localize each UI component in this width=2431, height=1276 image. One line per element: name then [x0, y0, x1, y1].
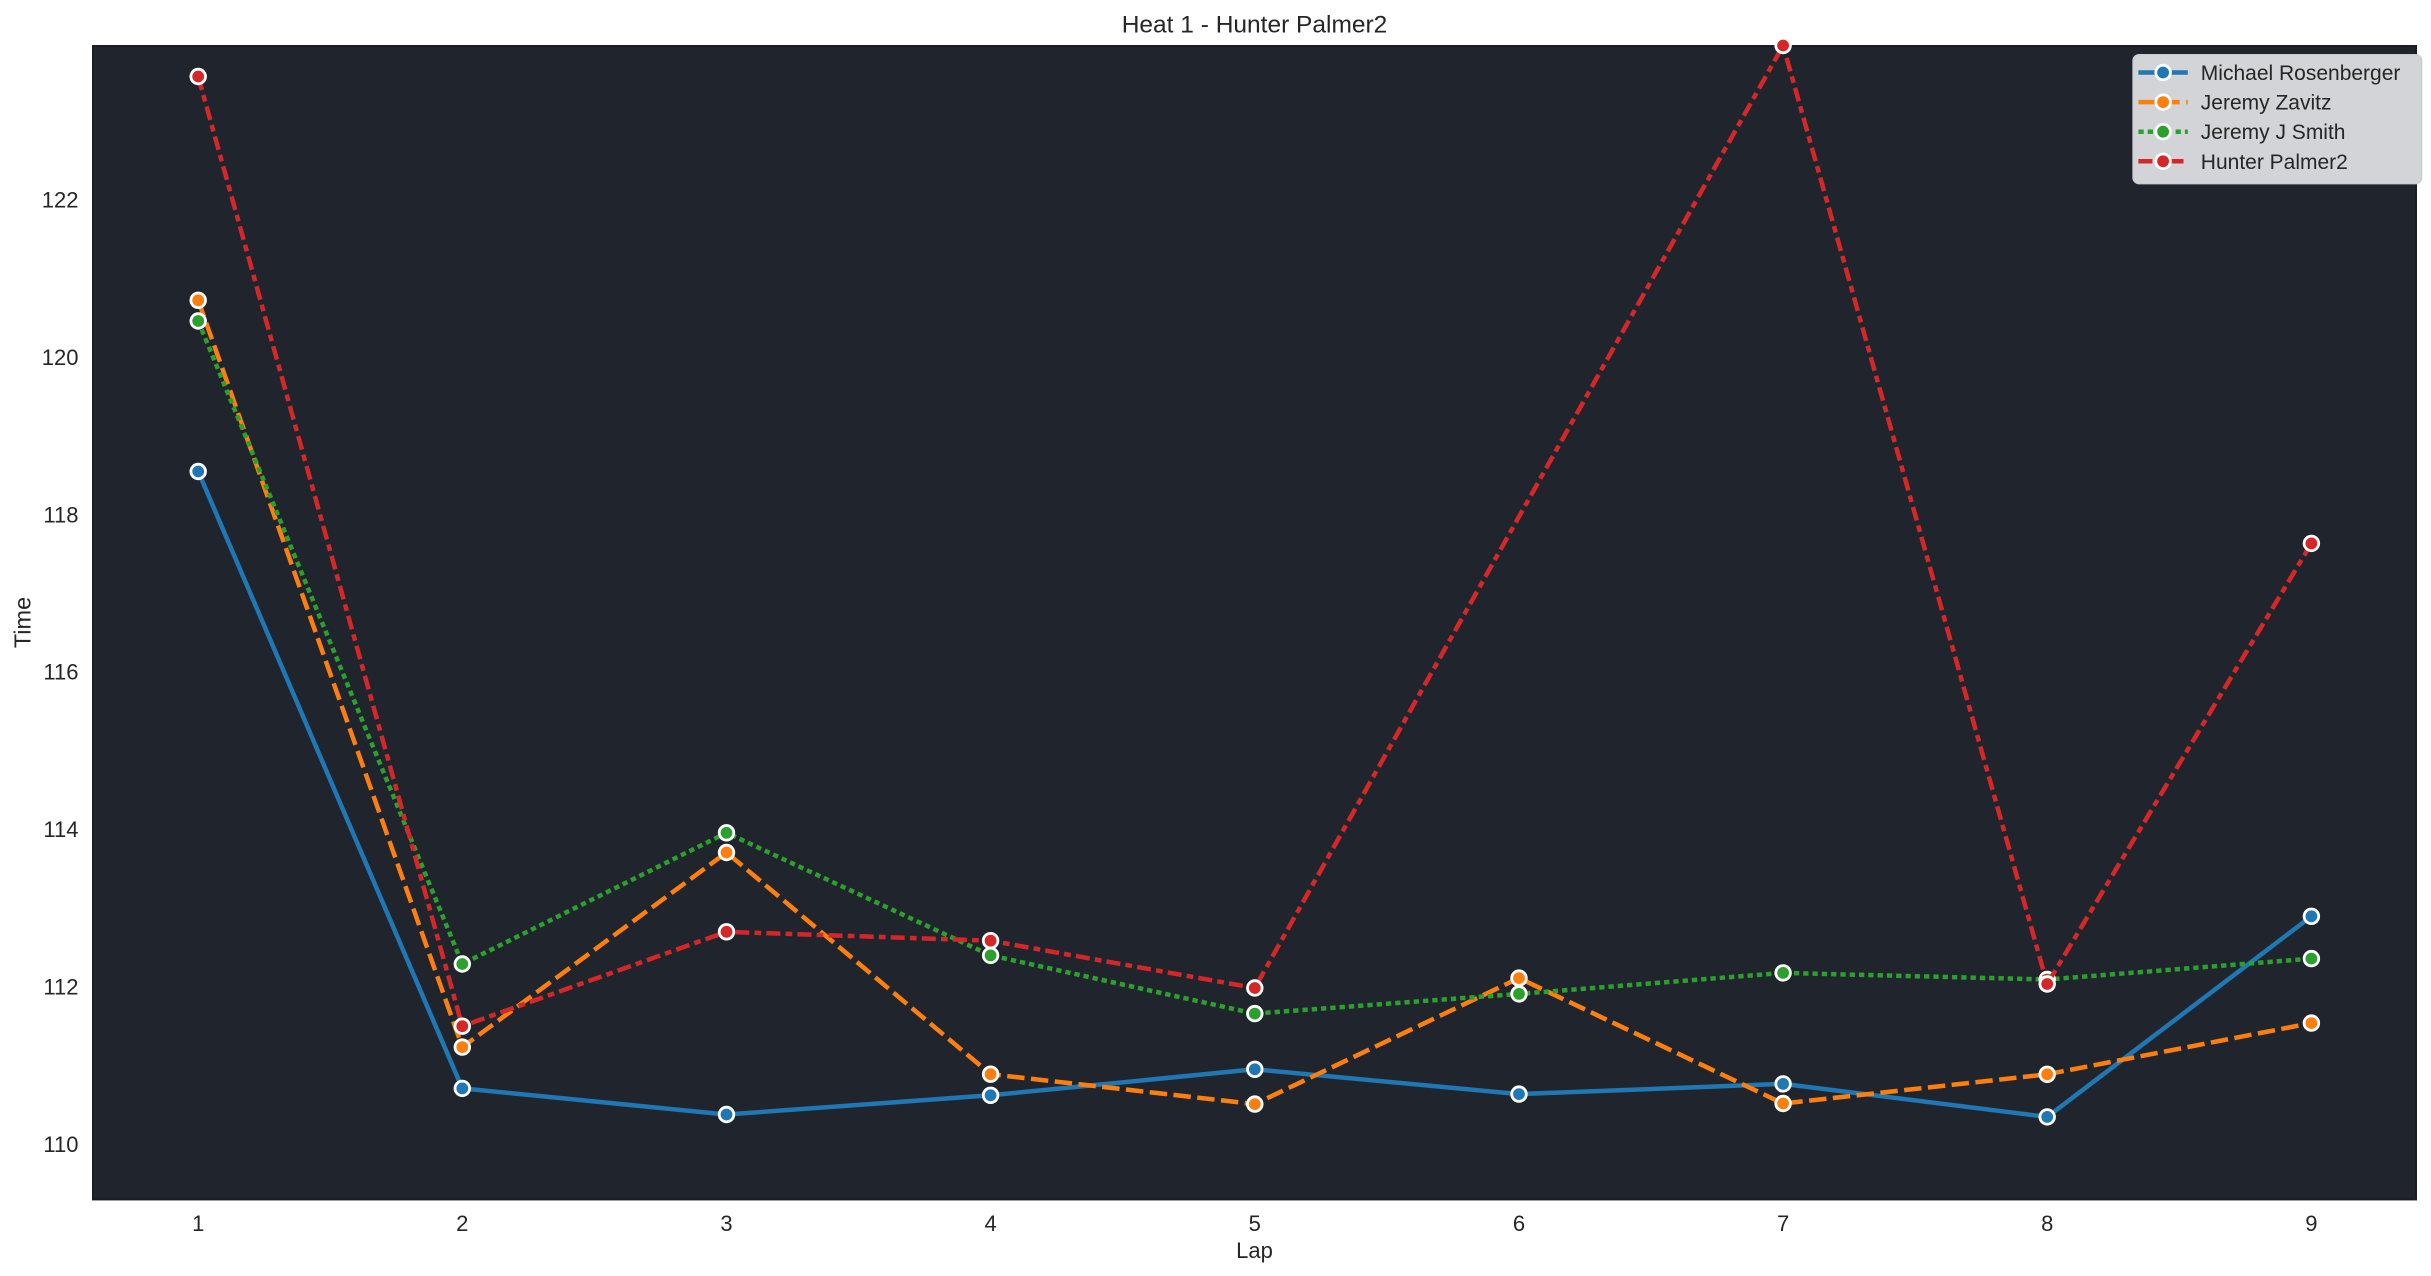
svg-text:Hunter Palmer2: Hunter Palmer2 — [2201, 151, 2348, 174]
svg-text:Jeremy J Smith: Jeremy J Smith — [2201, 121, 2346, 144]
svg-text:Michael Rosenberger: Michael Rosenberger — [2201, 62, 2401, 85]
svg-text:120: 120 — [42, 345, 79, 370]
svg-text:122: 122 — [42, 188, 79, 213]
svg-text:3: 3 — [720, 1211, 732, 1236]
svg-text:116: 116 — [43, 660, 78, 685]
svg-text:4: 4 — [984, 1211, 996, 1236]
svg-text:9: 9 — [2305, 1211, 2317, 1236]
svg-text:Time: Time — [10, 597, 36, 648]
svg-text:112: 112 — [43, 974, 78, 999]
svg-text:Jeremy Zavitz: Jeremy Zavitz — [2201, 92, 2332, 115]
svg-text:Heat 1 - Hunter Palmer2: Heat 1 - Hunter Palmer2 — [1122, 11, 1388, 38]
svg-text:118: 118 — [43, 502, 78, 527]
svg-text:7: 7 — [1777, 1211, 1789, 1236]
svg-text:6: 6 — [1513, 1211, 1525, 1236]
svg-text:110: 110 — [43, 1132, 78, 1157]
svg-text:1: 1 — [192, 1211, 204, 1236]
svg-text:8: 8 — [2041, 1211, 2053, 1236]
svg-text:Lap: Lap — [1236, 1238, 1273, 1263]
svg-text:114: 114 — [43, 817, 78, 842]
svg-text:5: 5 — [1249, 1211, 1261, 1236]
svg-text:2: 2 — [456, 1211, 468, 1236]
